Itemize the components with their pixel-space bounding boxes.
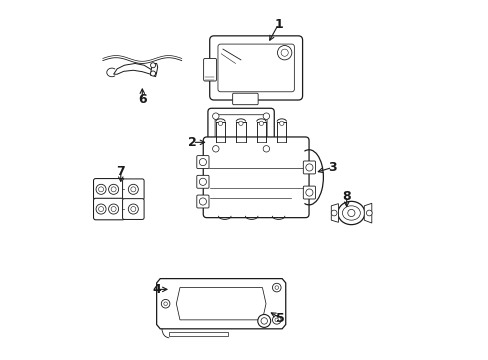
Circle shape [259, 121, 263, 126]
Text: 4: 4 [152, 283, 161, 296]
Circle shape [330, 210, 336, 216]
Circle shape [99, 207, 103, 212]
Circle shape [131, 187, 136, 192]
Text: 8: 8 [342, 190, 350, 203]
FancyBboxPatch shape [122, 199, 144, 220]
Text: 3: 3 [327, 161, 336, 174]
Circle shape [212, 113, 219, 120]
Circle shape [99, 187, 103, 192]
Circle shape [279, 121, 284, 126]
FancyBboxPatch shape [196, 195, 208, 208]
Circle shape [150, 71, 155, 76]
FancyBboxPatch shape [93, 198, 124, 220]
Circle shape [212, 145, 219, 152]
FancyBboxPatch shape [218, 44, 294, 92]
Circle shape [218, 121, 222, 126]
Ellipse shape [337, 201, 364, 225]
Circle shape [111, 207, 116, 212]
Circle shape [96, 204, 106, 214]
FancyBboxPatch shape [203, 58, 216, 81]
Circle shape [111, 187, 116, 192]
Circle shape [108, 184, 119, 194]
Circle shape [347, 210, 354, 217]
FancyBboxPatch shape [232, 93, 258, 105]
Polygon shape [330, 204, 338, 222]
Text: 7: 7 [116, 165, 125, 177]
Circle shape [272, 316, 281, 324]
FancyBboxPatch shape [122, 179, 144, 200]
Circle shape [108, 204, 119, 214]
Circle shape [238, 121, 243, 126]
Polygon shape [113, 63, 156, 77]
Circle shape [274, 318, 278, 321]
Circle shape [305, 164, 312, 171]
FancyBboxPatch shape [93, 179, 124, 200]
Circle shape [131, 207, 136, 212]
FancyBboxPatch shape [215, 115, 266, 150]
Circle shape [281, 49, 287, 56]
Circle shape [96, 184, 106, 194]
Circle shape [163, 302, 167, 306]
FancyBboxPatch shape [203, 137, 308, 218]
Polygon shape [176, 288, 265, 320]
Circle shape [305, 189, 312, 196]
Text: 6: 6 [138, 93, 146, 106]
Circle shape [199, 158, 206, 166]
Circle shape [366, 210, 371, 216]
Circle shape [257, 315, 270, 327]
Polygon shape [150, 63, 158, 75]
Ellipse shape [342, 206, 360, 220]
FancyBboxPatch shape [303, 186, 315, 199]
Polygon shape [364, 203, 371, 223]
Circle shape [261, 318, 267, 324]
Text: 1: 1 [274, 18, 283, 31]
FancyBboxPatch shape [209, 36, 302, 100]
Circle shape [128, 184, 138, 194]
Circle shape [199, 198, 206, 205]
Circle shape [277, 45, 291, 60]
Circle shape [272, 283, 281, 292]
FancyBboxPatch shape [196, 156, 208, 168]
Circle shape [274, 286, 278, 289]
Circle shape [263, 145, 269, 152]
FancyBboxPatch shape [196, 175, 208, 188]
Circle shape [263, 113, 269, 120]
Text: 2: 2 [188, 136, 197, 149]
Polygon shape [169, 332, 228, 336]
FancyBboxPatch shape [303, 161, 315, 174]
Polygon shape [156, 279, 285, 329]
FancyBboxPatch shape [207, 108, 274, 157]
Circle shape [128, 204, 138, 214]
Circle shape [161, 300, 169, 308]
Text: 5: 5 [275, 311, 284, 325]
Circle shape [199, 178, 206, 185]
Circle shape [150, 63, 155, 68]
